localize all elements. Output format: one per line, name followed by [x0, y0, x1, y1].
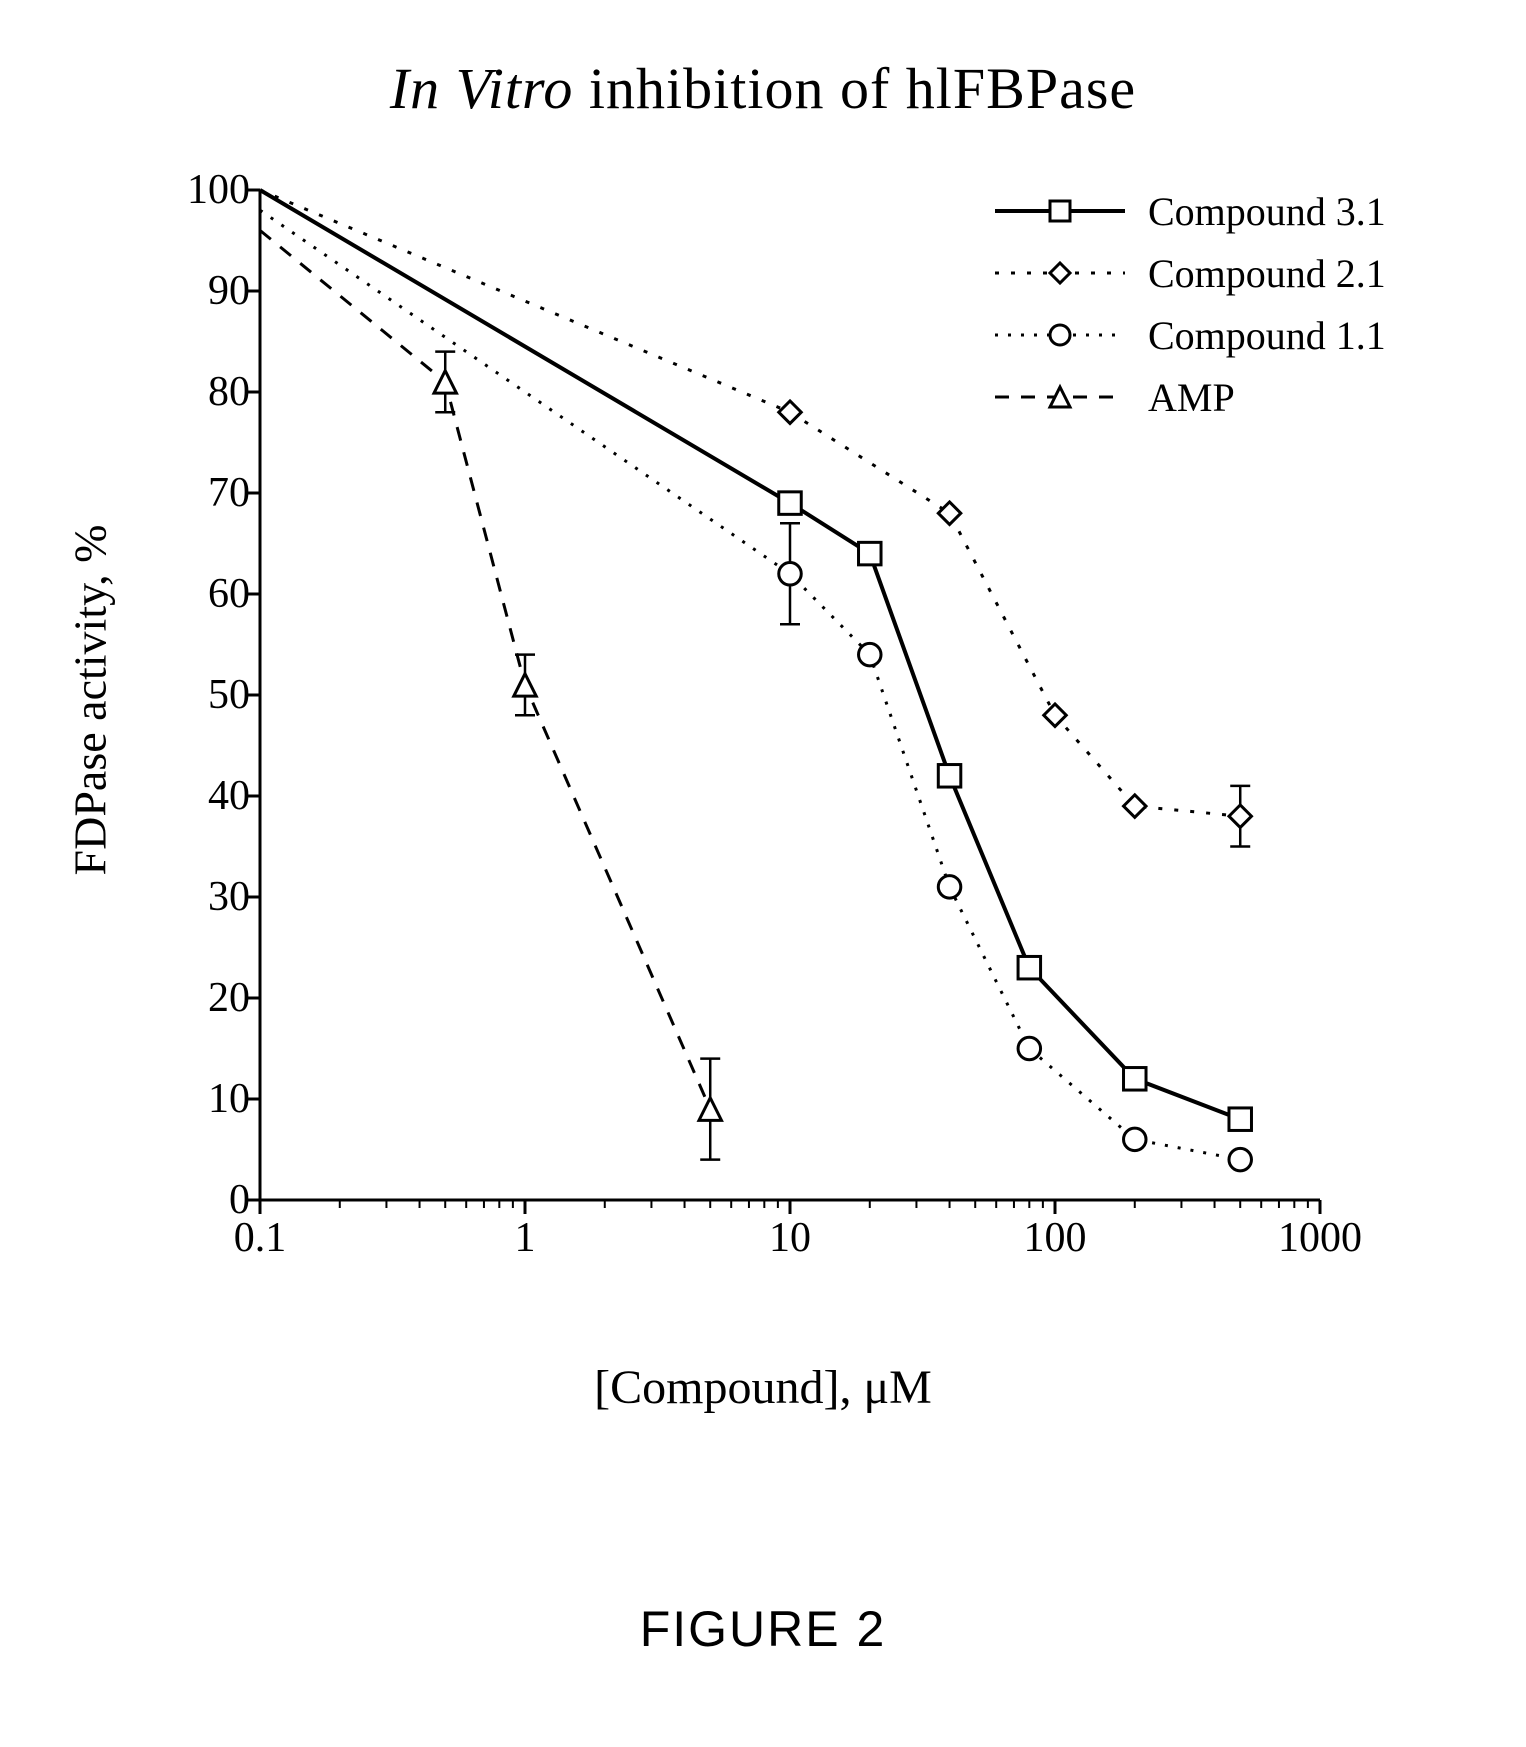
legend-label: Compound 3.1: [1148, 188, 1386, 235]
legend-label: AMP: [1148, 374, 1235, 421]
x-tick-label: 0.1: [200, 1214, 320, 1262]
legend-row: Compound 1.1: [990, 304, 1386, 366]
legend-row: Compound 3.1: [990, 180, 1386, 242]
chart-title-rest: inhibition of hlFBPase: [573, 56, 1136, 121]
y-axis-label: FDPase activity, %: [64, 525, 117, 876]
x-axis-label: [Compound], μM: [0, 1360, 1526, 1415]
chart-title-italic: In Vitro: [390, 56, 574, 121]
legend-row: AMP: [990, 366, 1386, 428]
y-tick-label: 70: [130, 469, 250, 517]
y-tick-label: 30: [130, 873, 250, 921]
legend-sample-icon: [990, 377, 1130, 417]
chart-title: In Vitro inhibition of hlFBPase: [0, 55, 1526, 122]
x-tick-label: 1000: [1260, 1214, 1380, 1262]
y-tick-label: 40: [130, 772, 250, 820]
y-tick-label: 50: [130, 671, 250, 719]
y-tick-label: 60: [130, 570, 250, 618]
figure-label: FIGURE 2: [0, 1600, 1526, 1658]
legend-sample-icon: [990, 315, 1130, 355]
legend: Compound 3.1 Compound 2.1 Compound 1.1 AMP: [990, 180, 1386, 428]
legend-label: Compound 1.1: [1148, 312, 1386, 359]
y-tick-label: 10: [130, 1075, 250, 1123]
y-tick-label: 100: [130, 166, 250, 214]
x-tick-label: 10: [730, 1214, 850, 1262]
legend-sample-icon: [990, 191, 1130, 231]
y-tick-label: 90: [130, 267, 250, 315]
y-tick-label: 20: [130, 974, 250, 1022]
legend-sample-icon: [990, 253, 1130, 293]
legend-row: Compound 2.1: [990, 242, 1386, 304]
x-tick-label: 1: [465, 1214, 585, 1262]
y-tick-label: 80: [130, 368, 250, 416]
legend-label: Compound 2.1: [1148, 250, 1386, 297]
x-tick-label: 100: [995, 1214, 1115, 1262]
